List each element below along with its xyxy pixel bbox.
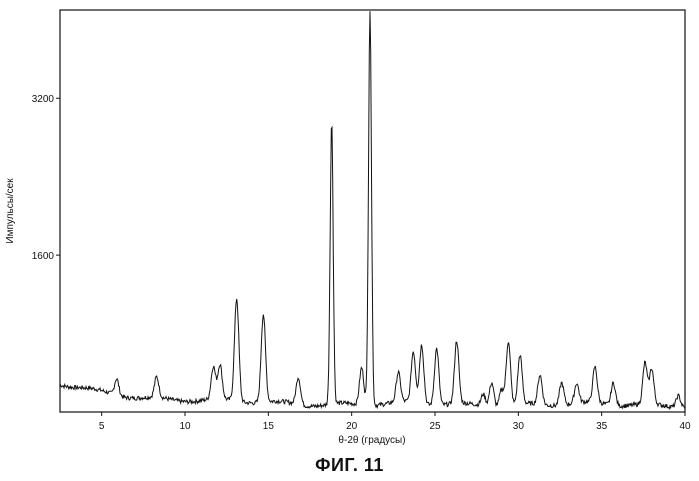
y-tick-label: 1600 [32, 251, 55, 262]
y-axis-title: Импульсы/сек [5, 178, 16, 244]
x-tick-label: 40 [679, 421, 691, 432]
x-tick-label: 35 [596, 421, 608, 432]
x-tick-label: 5 [99, 421, 105, 432]
x-tick-label: 20 [346, 421, 358, 432]
diffraction-trace [60, 11, 685, 409]
x-axis-title: θ-2θ (градусы) [338, 435, 405, 446]
x-tick-label: 10 [179, 421, 191, 432]
plot-frame [60, 10, 685, 412]
x-tick-label: 25 [429, 421, 441, 432]
y-tick-label: 3200 [32, 94, 55, 105]
figure-caption: ФИГ. 11 [0, 455, 699, 476]
x-tick-label: 30 [513, 421, 525, 432]
x-tick-label: 15 [263, 421, 275, 432]
axis-ticks: 5 10 15 20 25 30 35 40 1600 3200 [32, 94, 691, 432]
